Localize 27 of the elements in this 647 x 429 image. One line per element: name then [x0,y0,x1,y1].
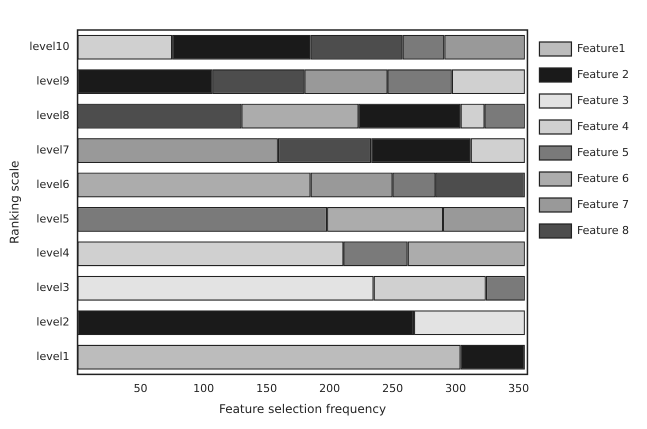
x-tick-label: 250 [382,382,404,395]
y-tick-label: level4 [36,246,70,260]
x-tick-label: 100 [193,382,214,395]
x-tick-label: 300 [445,382,466,395]
legend-label: Feature 8 [576,224,629,237]
legend-label: Feature 5 [576,146,629,159]
y-axis-title: Ranking scale [7,160,22,244]
legend-label: Feature 2 [576,68,629,81]
y-tick-label: level10 [29,40,70,54]
x-tick-label: 200 [319,382,340,395]
legend-label: Feature 4 [576,120,629,133]
x-tick-label: 50 [134,382,148,395]
legend-label: Feature 7 [576,198,629,211]
y-tick-label: level5 [36,212,70,226]
x-axis-title: Feature selection frequency [218,402,386,416]
x-tick-label: 150 [256,382,278,395]
y-tick-label: level6 [36,178,70,191]
legend-label: Feature 3 [576,94,629,107]
y-tick-label: level1 [36,350,70,364]
x-tick-label: 350 [508,382,530,395]
y-tick-label: level7 [36,143,70,156]
legend-label: Feature1 [576,42,626,55]
y-tick-label: level3 [36,281,70,294]
y-tick-label: level8 [36,108,70,122]
y-tick-label: level9 [36,74,70,88]
legend-label: Feature 6 [576,172,629,185]
y-tick-label: level2 [36,316,70,329]
